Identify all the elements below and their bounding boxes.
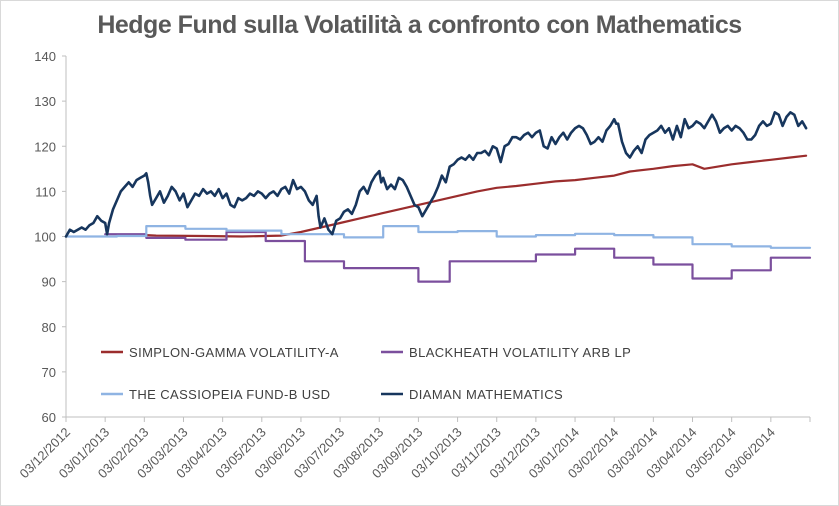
legend-label-2: BLACKHEATH VOLATILITY ARB LP <box>409 345 631 360</box>
y-tick-label: 140 <box>34 49 56 64</box>
legend-label-3: THE CASSIOPEIA FUND-B USD <box>129 387 330 402</box>
legend-label-4: DIAMAN MATHEMATICS <box>409 387 563 402</box>
chart-title: Hedge Fund sulla Volatilità a confronto … <box>97 11 742 39</box>
series-line-3 <box>64 225 812 249</box>
y-tick-label: 60 <box>42 410 56 425</box>
y-tick-label: 70 <box>42 365 56 380</box>
series-line-4 <box>64 111 808 238</box>
y-tick-label: 100 <box>34 230 56 245</box>
legend-label-1: SIMPLON-GAMMA VOLATILITY-A <box>129 345 339 360</box>
y-tick-label: 90 <box>42 275 56 290</box>
y-tick-label: 110 <box>35 184 56 199</box>
y-tick-label: 120 <box>34 139 56 154</box>
y-tick-label: 130 <box>34 94 56 109</box>
series-line-2 <box>104 230 812 283</box>
series-line-1 <box>145 154 808 238</box>
y-tick-label: 80 <box>42 320 56 335</box>
